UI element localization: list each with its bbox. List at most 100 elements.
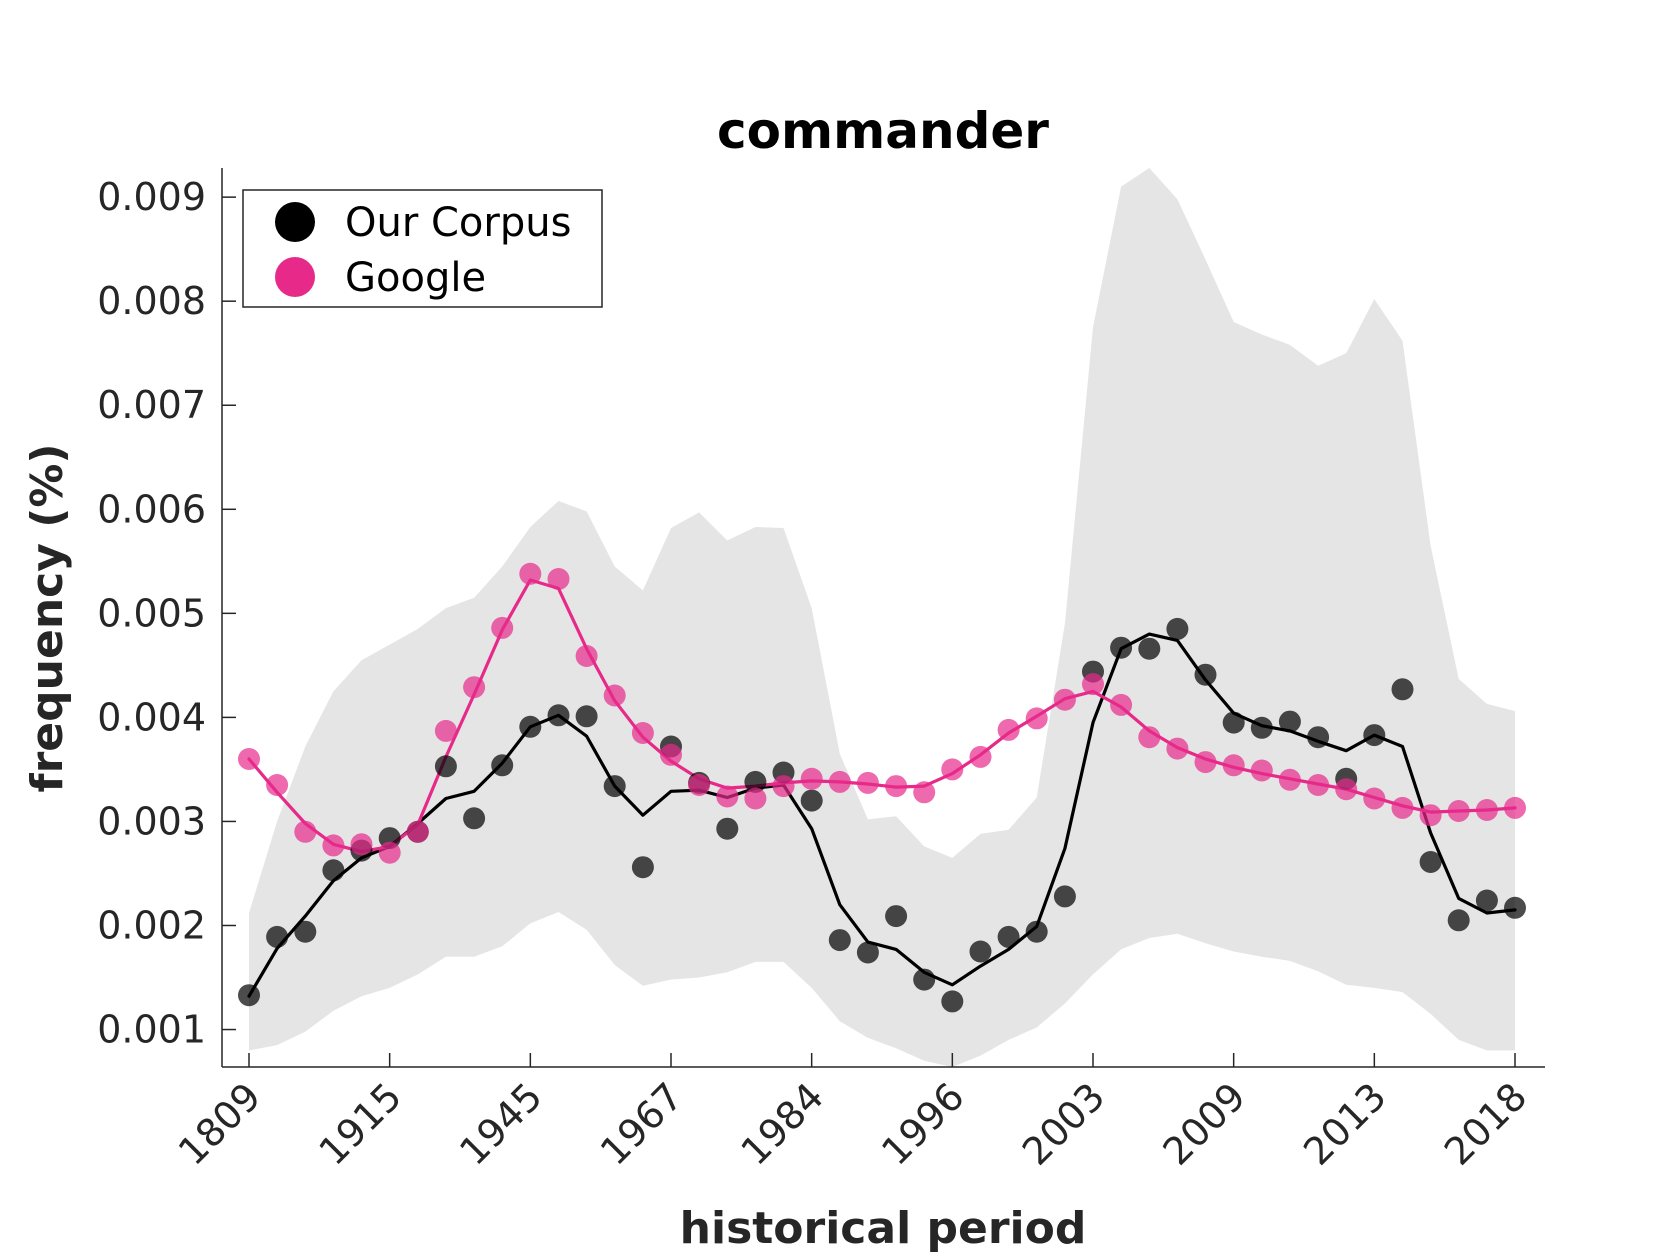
data-point-google <box>913 781 936 804</box>
data-point-our-corpus <box>631 856 654 879</box>
data-point-google <box>1475 799 1498 821</box>
data-point-google <box>1504 796 1526 819</box>
data-point-google <box>294 820 317 843</box>
x-axis-title: historical period <box>680 1203 1087 1254</box>
data-point-our-corpus <box>885 905 908 928</box>
axes <box>221 168 1545 1068</box>
y-axis-title: frequency (%) <box>22 443 73 792</box>
data-point-google <box>406 820 429 843</box>
y-tick-label: 0.007 <box>97 383 206 427</box>
data-point-our-corpus <box>1138 637 1161 660</box>
data-point-google <box>828 770 851 793</box>
data-point-our-corpus <box>1391 678 1414 701</box>
data-point-google <box>688 774 711 796</box>
confidence-band-layer <box>249 168 1515 1067</box>
data-point-our-corpus <box>716 817 739 840</box>
legend-label-google: Google <box>345 255 486 301</box>
data-point-our-corpus <box>294 920 317 943</box>
y-tick-label: 0.008 <box>97 279 206 323</box>
data-point-our-corpus <box>1475 889 1498 912</box>
data-point-our-corpus <box>1025 920 1048 943</box>
data-point-our-corpus <box>913 968 936 991</box>
data-point-google <box>519 562 542 585</box>
data-point-our-corpus <box>1250 716 1273 739</box>
data-point-our-corpus <box>1504 896 1526 919</box>
confidence-band <box>249 168 1515 1067</box>
trend-line-layer <box>247 578 1517 998</box>
y-tick-label: 0.003 <box>97 799 206 843</box>
data-point-google <box>744 787 767 810</box>
data-point-our-corpus <box>1222 711 1245 734</box>
data-point-our-corpus <box>1194 663 1217 686</box>
legend-label-our-corpus: Our Corpus <box>345 200 571 246</box>
data-point-google <box>800 767 823 790</box>
data-point-our-corpus <box>1307 726 1330 749</box>
data-point-our-corpus <box>997 925 1020 948</box>
y-tick-label: 0.009 <box>97 175 206 219</box>
data-point-google <box>1053 688 1076 711</box>
data-point-our-corpus <box>238 984 260 1007</box>
data-point-google <box>1278 768 1301 791</box>
data-point-our-corpus <box>1166 617 1189 640</box>
data-point-google <box>716 785 739 808</box>
data-point-our-corpus <box>969 940 992 963</box>
data-point-google <box>1250 759 1273 782</box>
data-point-our-corpus <box>322 859 345 882</box>
data-point-google <box>1082 673 1104 696</box>
data-point-google <box>1447 800 1470 822</box>
data-point-google <box>575 645 598 667</box>
data-point-our-corpus <box>519 715 542 738</box>
data-point-google <box>885 775 908 798</box>
data-point-google <box>1194 751 1217 774</box>
data-point-google <box>1025 707 1048 730</box>
data-point-our-corpus <box>744 770 767 793</box>
data-points-layer <box>238 562 1526 1013</box>
data-point-our-corpus <box>603 775 626 798</box>
data-point-our-corpus <box>1278 710 1301 733</box>
data-point-our-corpus <box>547 704 570 727</box>
data-point-our-corpus <box>491 754 514 777</box>
data-point-our-corpus <box>575 705 598 728</box>
data-point-google <box>463 676 486 699</box>
trend-line-our-corpus <box>247 632 1517 998</box>
data-point-our-corpus <box>1419 851 1442 873</box>
data-point-our-corpus <box>856 941 879 964</box>
data-point-our-corpus <box>1447 909 1470 932</box>
data-point-our-corpus <box>828 929 851 952</box>
trend-line-google <box>247 578 1517 854</box>
data-point-our-corpus <box>463 807 486 830</box>
data-point-our-corpus <box>1110 636 1133 659</box>
data-point-google <box>547 568 570 590</box>
data-point-google <box>941 758 964 781</box>
data-point-google <box>1222 754 1245 777</box>
y-tick-label: 0.004 <box>97 695 206 739</box>
legend: Our Corpus Google <box>242 189 603 308</box>
data-point-our-corpus <box>434 755 457 778</box>
data-point-our-corpus <box>800 789 823 812</box>
data-point-google <box>1335 778 1358 801</box>
data-point-google <box>434 719 457 742</box>
data-point-google <box>997 718 1020 741</box>
data-point-google <box>1363 787 1386 810</box>
data-point-our-corpus <box>1053 885 1076 908</box>
data-point-google <box>1419 804 1442 827</box>
data-point-google <box>491 616 514 639</box>
chart-title: commander <box>717 102 1049 160</box>
y-tick-label: 0.002 <box>97 903 206 947</box>
data-point-google <box>1138 726 1161 749</box>
data-point-google <box>856 771 879 794</box>
y-ticks: 0.001 0.002 0.003 0.004 0.005 0.006 0.007 0.008… <box>97 175 236 1052</box>
data-point-google <box>660 743 682 766</box>
data-point-google <box>378 841 401 864</box>
data-point-google <box>1391 796 1414 819</box>
y-tick-label: 0.001 <box>97 1008 206 1052</box>
data-point-google <box>969 745 992 768</box>
y-tick-label: 0.005 <box>97 591 206 635</box>
legend-marker-our-corpus <box>275 202 315 242</box>
y-tick-label: 0.006 <box>97 487 206 531</box>
data-point-google <box>772 775 795 798</box>
data-point-google <box>631 722 654 744</box>
data-point-google <box>350 833 373 856</box>
data-point-google <box>266 774 289 796</box>
